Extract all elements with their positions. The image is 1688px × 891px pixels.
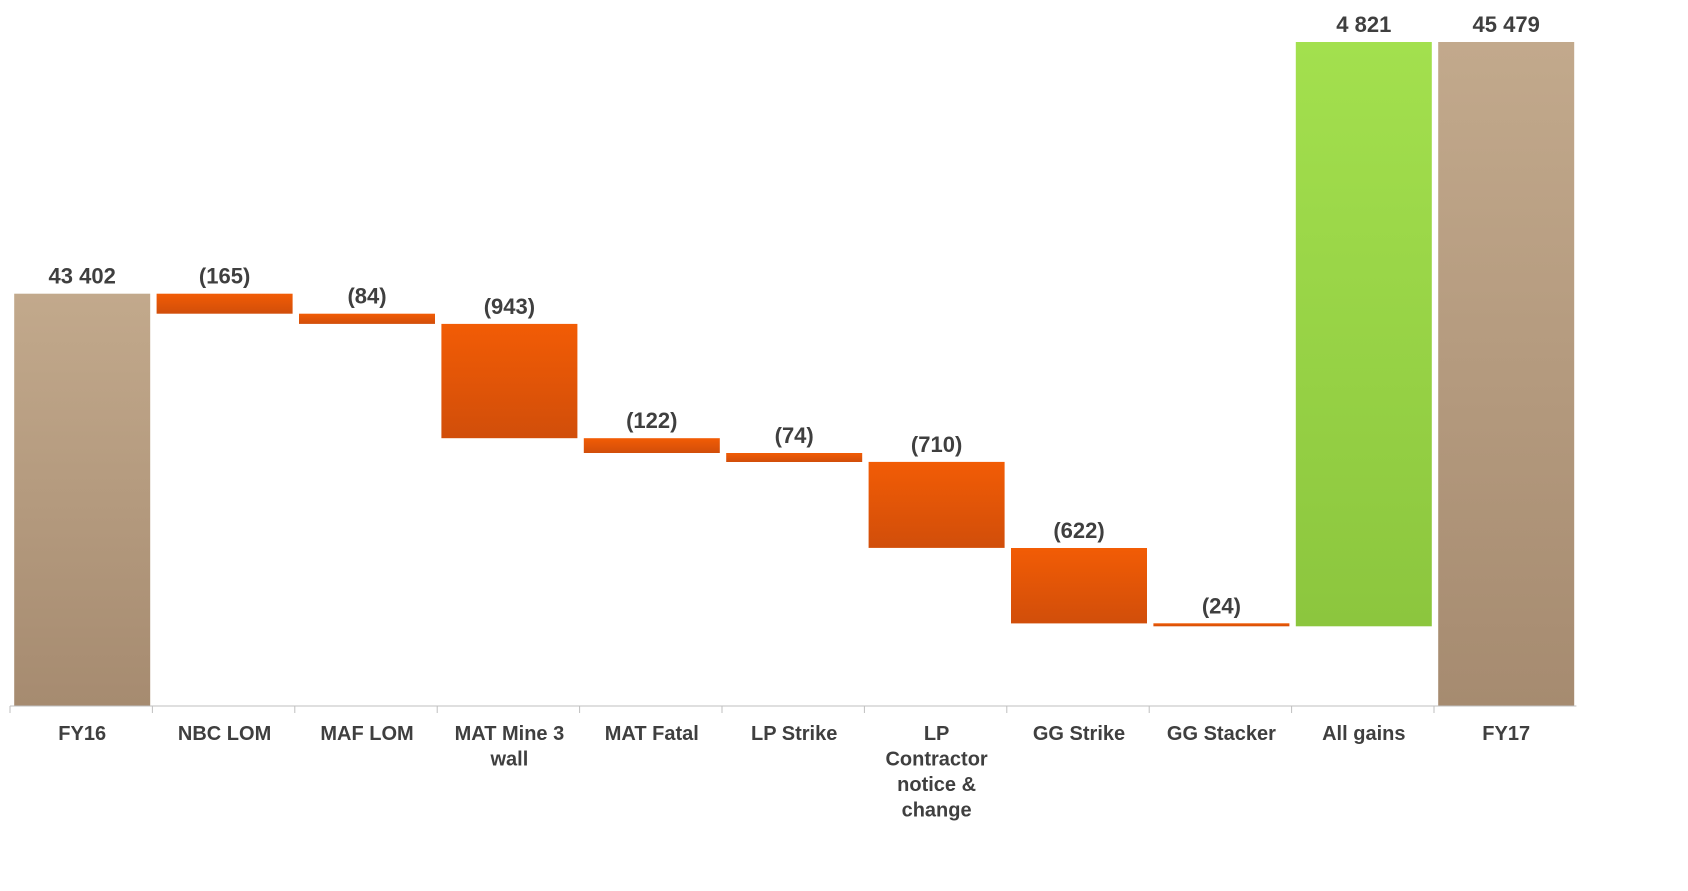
x-tick-label-line: GG Stacker [1167,723,1276,745]
bar-mat-fatal [583,438,720,453]
x-tick-label-mat-fatal: MAT Fatal [605,723,699,745]
x-tick-label-gg-stacker: GG Stacker [1167,723,1276,745]
bar-mat-mine-3-wall [441,323,578,439]
data-label-mat-mine-3-wall: (943) [484,294,535,319]
data-label-gg-stacker: (24) [1202,593,1241,618]
x-tick-label-maf-lom: MAF LOM [320,723,413,745]
x-tick-label-line: GG Strike [1033,723,1125,745]
x-tick-label-line: Contractor [885,749,987,771]
x-tick-label-lp-strike: LP Strike [751,723,837,745]
x-tick-label-line: MAT Mine 3 [455,723,565,745]
data-label-fy17: 45 479 [1473,12,1540,37]
x-tick-label-line: LP Strike [751,723,837,745]
x-tick-label-line: FY16 [58,723,106,745]
bar-gg-stacker [1153,623,1290,627]
x-tick-label-line: MAT Fatal [605,723,699,745]
x-tick-label-line: wall [490,749,529,771]
x-tick-label-line: LP [924,723,950,745]
bar-gg-strike [1011,548,1147,624]
data-label-gg-strike: (622) [1053,518,1104,543]
data-label-nbc-lom: (165) [199,264,250,289]
x-tick-label-line: change [902,800,972,822]
bar-lp-contractor-notice-and-change [868,461,1005,548]
x-tick-label-all-gains: All gains [1322,723,1405,745]
x-tick-label-mat-mine-3-wall: MAT Mine 3 wall [455,723,565,771]
bar-fy17 [1438,42,1575,706]
x-tick-label-line: MAF LOM [320,723,413,745]
data-label-lp-contractor-notice-and-change: (710) [911,432,962,457]
bar-fy16 [14,293,151,706]
data-label-lp-strike: (74) [775,423,814,448]
x-tick-label-line: notice & [897,774,976,796]
x-tick-labels-layer: FY16 NBC LOM MAF LOM MAT Mine 3 wall MAT Fata… [58,723,1530,822]
x-tick-label-line: FY17 [1482,723,1530,745]
x-tick-label-nbc-lom: NBC LOM [178,723,271,745]
data-label-mat-fatal: (122) [626,408,677,433]
x-tick-label-lp-contractor-notice-and-change: LP Contractor notice & change [885,723,987,822]
bar-all-gains [1295,42,1432,627]
data-label-all-gains: 4 821 [1336,12,1391,37]
bar-maf-lom [299,313,435,324]
bar-nbc-lom [156,293,293,314]
data-labels-layer: 43 402 (165) (84) (943) (122) (74) (710) (622) (… [49,12,1540,618]
x-tick-label-line: NBC LOM [178,723,271,745]
x-axis [9,705,1577,713]
x-tick-label-fy16: FY16 [58,723,106,745]
bar-lp-strike [726,453,863,462]
x-tick-label-gg-strike: GG Strike [1033,723,1125,745]
x-tick-label-line: All gains [1322,723,1405,745]
x-tick-label-fy17: FY17 [1482,723,1530,745]
data-label-maf-lom: (84) [347,284,386,309]
bars-layer [14,42,1575,706]
data-label-fy16: 43 402 [49,264,116,289]
